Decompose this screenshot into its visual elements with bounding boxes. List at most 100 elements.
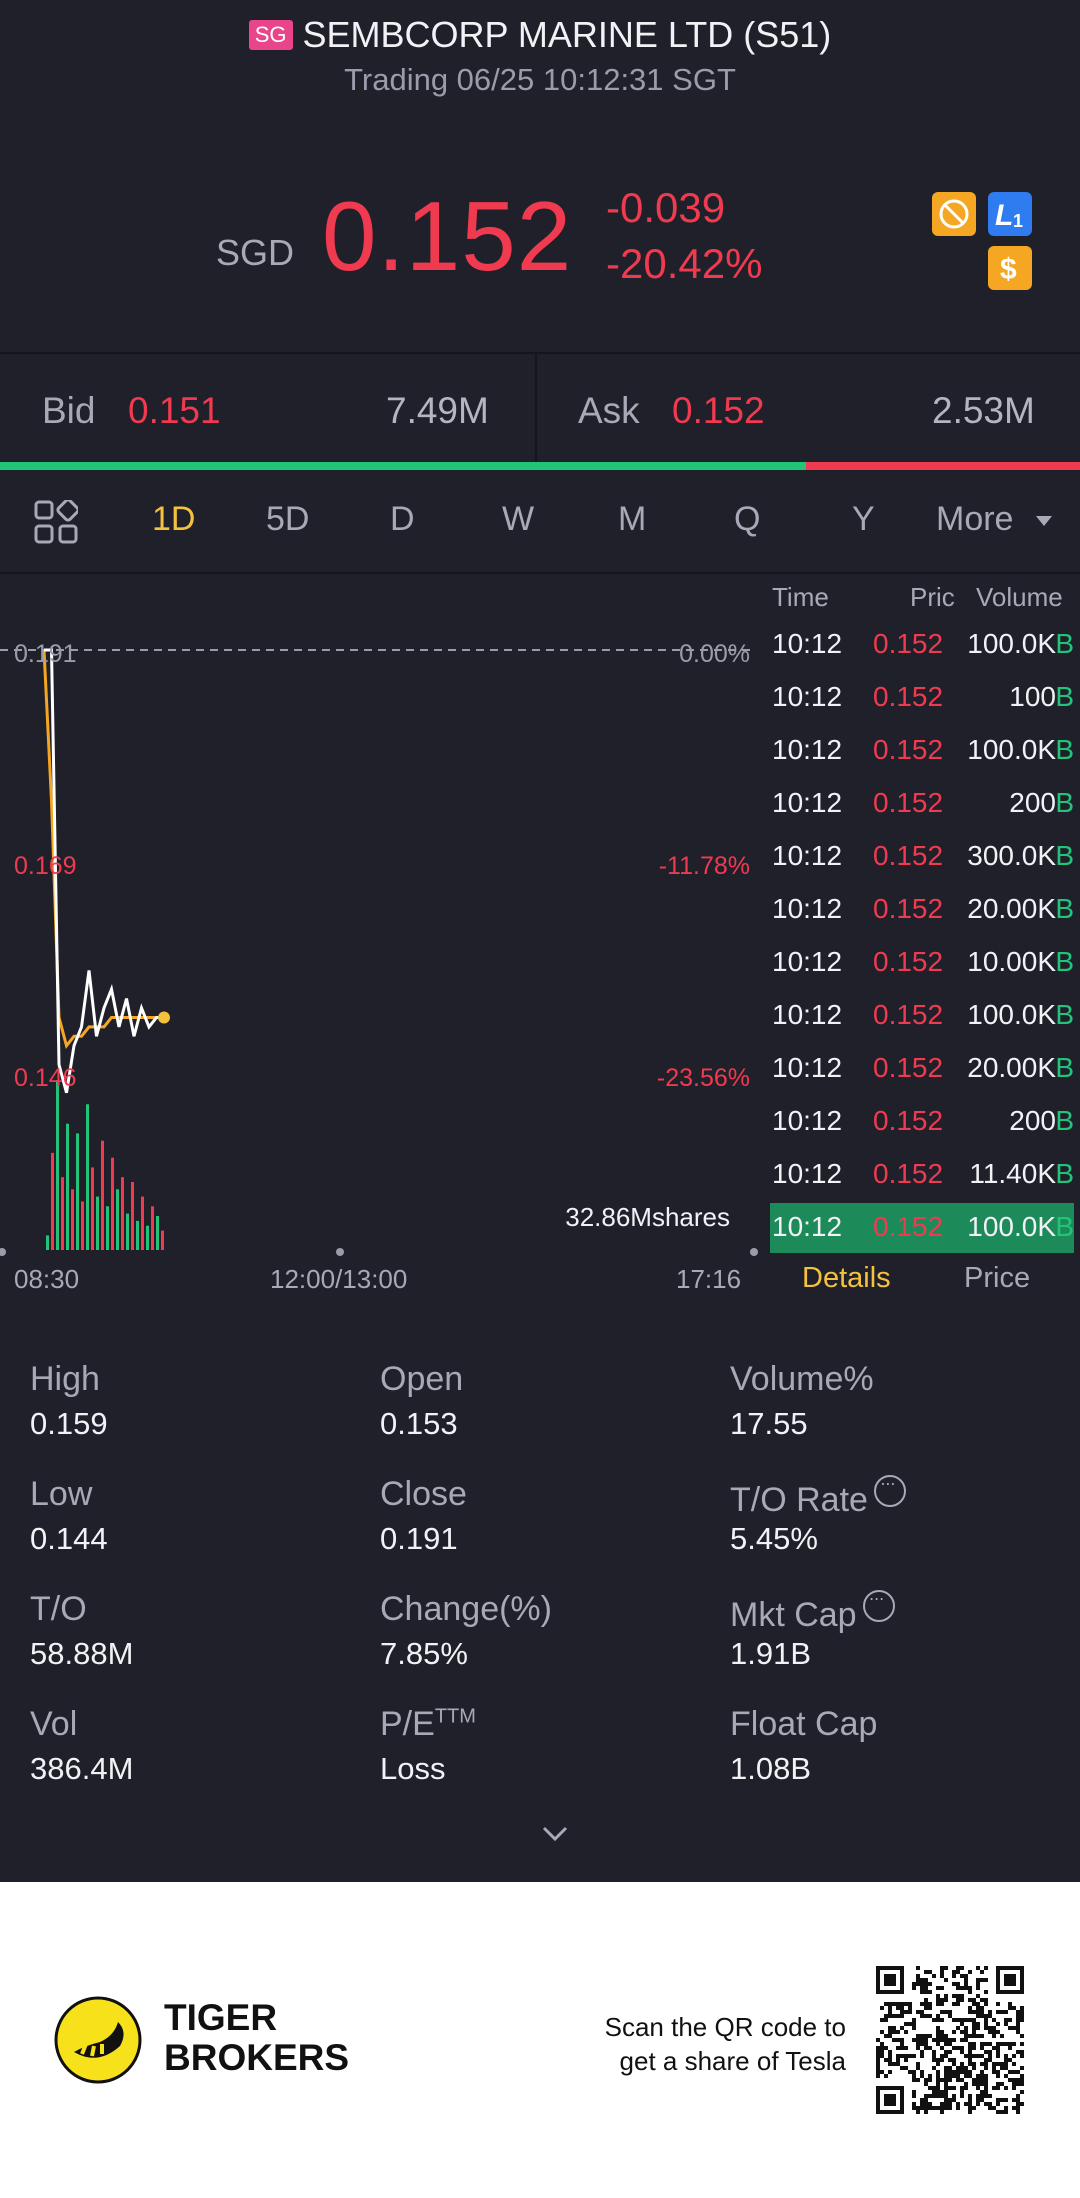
stock-name: SEMBCORP MARINE LTD (S51) — [302, 14, 832, 55]
qr-module — [948, 2058, 952, 2062]
qr-module — [888, 2058, 892, 2062]
qr-module — [904, 2054, 908, 2058]
qr-module — [936, 2002, 940, 2006]
qr-module — [960, 1994, 964, 1998]
price-change: -0.039 — [606, 184, 726, 231]
qr-module — [924, 1982, 928, 1986]
qr-module — [944, 2098, 948, 2102]
qr-module — [968, 2106, 972, 2110]
qr-module — [924, 1998, 928, 2002]
qr-module — [992, 2106, 996, 2110]
qr-module — [916, 2042, 920, 2046]
tick-time: 10:12 — [772, 946, 843, 977]
tab-m[interactable]: M — [618, 500, 647, 538]
qr-module — [928, 2046, 932, 2050]
qr-module — [1020, 2074, 1024, 2078]
qr-module — [976, 1966, 980, 1970]
qr-module — [964, 1974, 968, 1978]
chevron-down-icon[interactable] — [538, 1816, 572, 1850]
qr-module — [1004, 2054, 1008, 2058]
tab-details[interactable]: Details — [802, 1262, 891, 1294]
volume-bar — [106, 1206, 109, 1250]
qr-module — [944, 2106, 948, 2110]
price-change-pct: -20.42% — [606, 240, 763, 287]
stat-label-sup: TTM — [434, 1705, 476, 1728]
tab-d[interactable]: D — [390, 500, 415, 538]
qr-module — [984, 2102, 988, 2106]
qr-module — [980, 2070, 984, 2074]
qr-module — [948, 2074, 952, 2078]
qr-module — [960, 2030, 964, 2034]
qr-module — [884, 2018, 888, 2022]
qr-module — [916, 2034, 920, 2038]
tab-price[interactable]: Price — [964, 1262, 1031, 1294]
tick-time: 10:12 — [772, 1105, 843, 1136]
qr-module — [1000, 2110, 1004, 2114]
qr-module — [928, 2078, 932, 2082]
qr-module — [912, 2054, 916, 2058]
tick-row: 10:12 0.152 20.00K B — [770, 885, 1074, 935]
tick-price: 0.152 — [873, 1158, 944, 1189]
qr-module — [900, 2006, 904, 2010]
qr-module — [940, 2094, 944, 2098]
qr-module — [916, 2078, 920, 2082]
qr-module — [1012, 2070, 1016, 2074]
tab-more[interactable]: More — [936, 500, 1053, 539]
qr-module — [968, 2018, 972, 2022]
qr-module — [964, 2082, 968, 2086]
volume-bar — [96, 1196, 99, 1250]
qr-module — [904, 2022, 908, 2026]
qr-module — [996, 2002, 1000, 2006]
tab-w[interactable]: W — [502, 500, 535, 538]
y-label-top: 0.191 — [14, 640, 77, 668]
qr-module — [928, 2086, 932, 2090]
qr-module — [960, 2038, 964, 2042]
stat-value: 0.153 — [380, 1406, 458, 1441]
qr-module — [948, 2078, 952, 2082]
dollar-icon[interactable]: $ — [988, 246, 1032, 290]
qr-module — [988, 2014, 992, 2018]
qr-module — [936, 2074, 940, 2078]
qr-module — [972, 2054, 976, 2058]
volume-bar — [136, 1220, 139, 1250]
info-icon[interactable] — [862, 1588, 895, 1622]
info-icon[interactable] — [873, 1473, 906, 1507]
qr-module — [980, 1998, 984, 2002]
tab-y[interactable]: Y — [852, 500, 875, 538]
quote-panel — [0, 0, 1080, 1882]
tick-side: B — [1055, 999, 1074, 1030]
qr-module — [908, 2006, 912, 2010]
qr-module — [876, 2066, 880, 2070]
stat-value: 0.159 — [30, 1406, 108, 1441]
qr-module — [964, 2030, 968, 2034]
no-short-icon[interactable] — [932, 192, 976, 236]
qr-module — [912, 2018, 916, 2022]
qr-module — [900, 2038, 904, 2042]
qr-module — [964, 2034, 968, 2038]
qr-module — [936, 2034, 940, 2038]
brand-line-1: TIGER — [164, 1997, 278, 2038]
stat-label: Volume% — [730, 1360, 874, 1398]
qr-module — [940, 2010, 944, 2014]
intraday-chart[interactable] — [0, 574, 760, 1274]
qr-module — [952, 2094, 956, 2098]
tab-5d[interactable]: 5D — [266, 500, 310, 538]
qr-module — [1008, 2070, 1012, 2074]
qr-module — [884, 2046, 888, 2050]
qr-module — [924, 1990, 928, 1994]
qr-module — [932, 2090, 936, 2094]
qr-module — [972, 2042, 976, 2046]
qr-module — [968, 1970, 972, 1974]
layout-grid-icon[interactable] — [34, 500, 78, 544]
tick-row: 10:12 0.152 300.0K B — [770, 832, 1074, 882]
tick-side: B — [1055, 734, 1074, 765]
tab-1d[interactable]: 1D — [152, 500, 196, 538]
volume-bar — [156, 1216, 159, 1250]
qr-module — [916, 1966, 920, 1970]
tab-q[interactable]: Q — [734, 500, 761, 538]
last-price: 0.152 — [322, 181, 573, 291]
qr-module — [960, 2050, 964, 2054]
scan-text: Scan the QR code to get a share of Tesla — [560, 2010, 846, 2078]
qr-module — [1008, 2018, 1012, 2022]
